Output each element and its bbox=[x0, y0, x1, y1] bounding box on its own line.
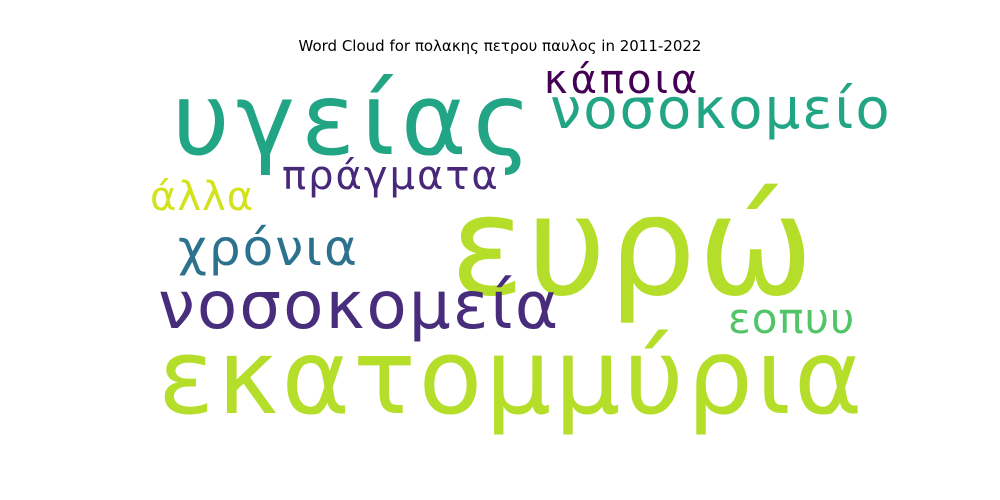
word-alla: άλλα bbox=[150, 174, 255, 220]
word-xronia: χρόνια bbox=[178, 219, 360, 277]
word-pragmata: πράγματα bbox=[282, 153, 500, 199]
word-ekatommyria: εκατομμύρια bbox=[158, 316, 866, 438]
word-eopyy: εοπυυ bbox=[728, 294, 856, 343]
word-cloud: εκατομμύρια ευρώ υγείας νοσοκομεία νοσοκ… bbox=[150, 60, 900, 450]
word-ygeias: υγείας bbox=[172, 61, 538, 178]
chart-title: Word Cloud for πολακης πετρου παυλος in … bbox=[298, 37, 702, 55]
word-nosokomeia: νοσοκομεία bbox=[158, 267, 561, 344]
word-evro: ευρώ bbox=[450, 166, 816, 327]
word-nosokomeio: νοσοκομείο bbox=[550, 77, 892, 142]
word-kapoia: κάποια bbox=[544, 60, 701, 103]
